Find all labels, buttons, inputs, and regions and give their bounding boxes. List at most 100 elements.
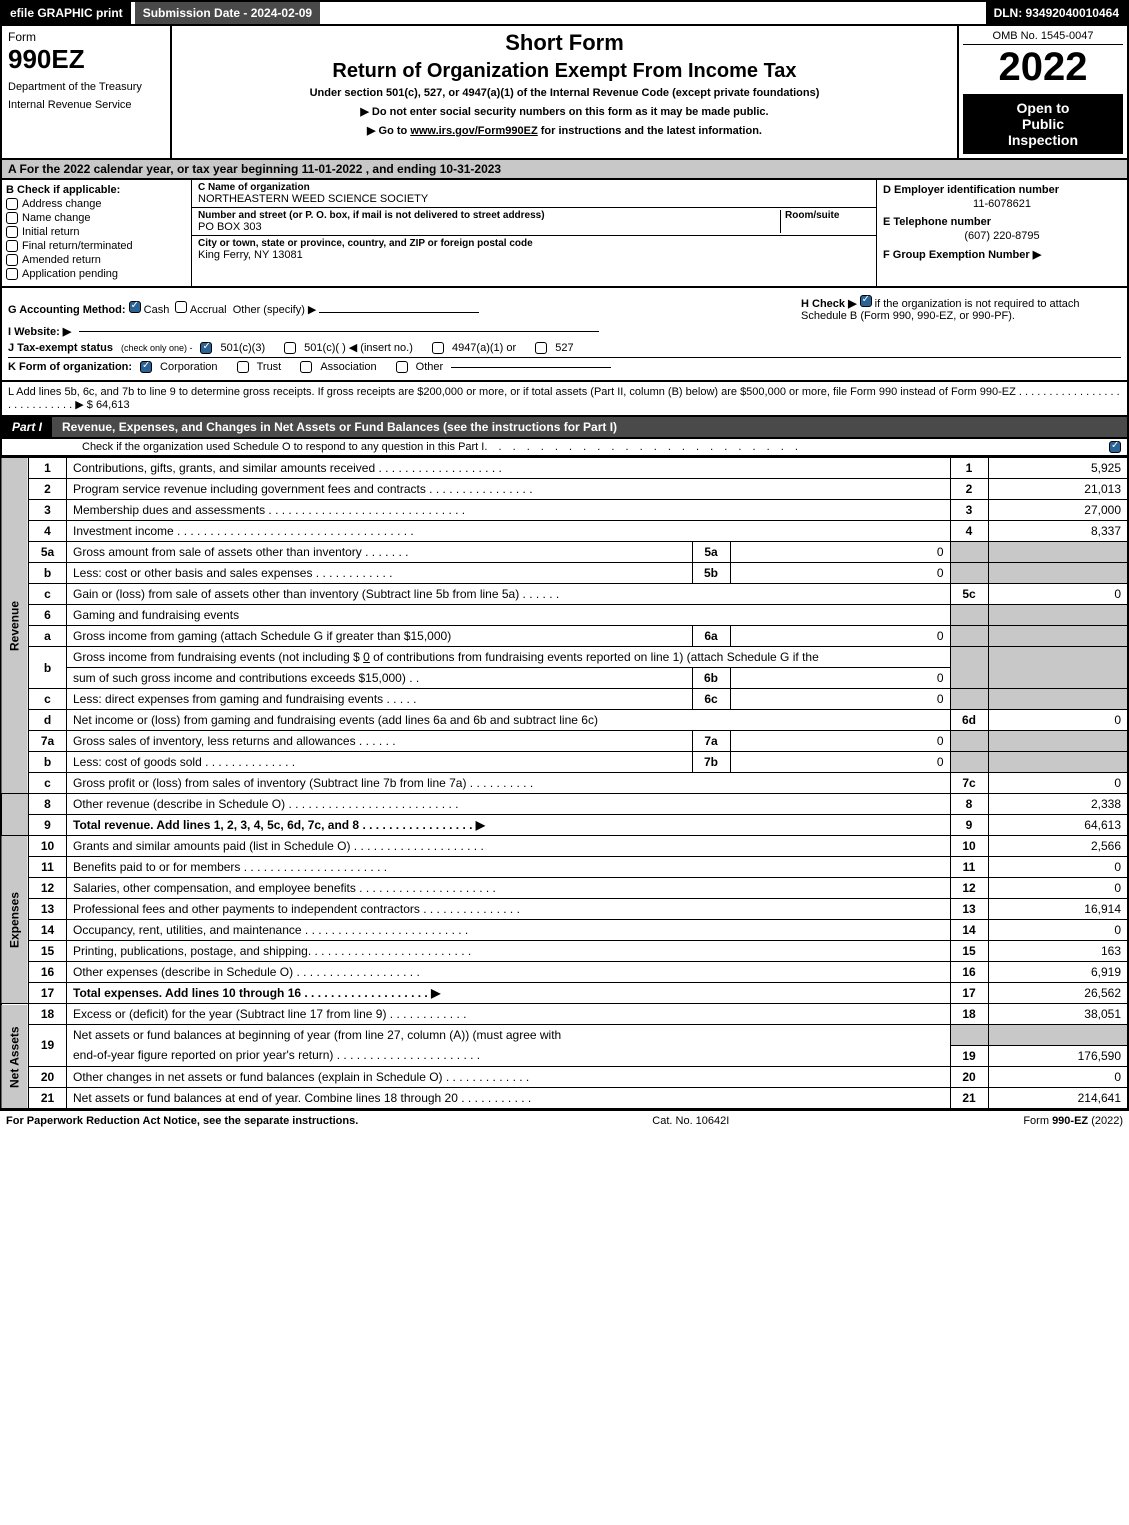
- row-6c: c Less: direct expenses from gaming and …: [1, 689, 1128, 710]
- footer-left: For Paperwork Reduction Act Notice, see …: [6, 1115, 358, 1127]
- goto-line: ▶ Go to www.irs.gov/Form990EZ for instru…: [178, 124, 951, 137]
- row-5b: b Less: cost or other basis and sales ex…: [1, 563, 1128, 584]
- cb-schedule-o-checked[interactable]: [1109, 441, 1121, 453]
- room-label: Room/suite: [785, 210, 870, 221]
- cb-initial-return[interactable]: Initial return: [6, 226, 187, 238]
- row-16: 16Other expenses (describe in Schedule O…: [1, 962, 1128, 983]
- open-line3: Inspection: [967, 132, 1119, 148]
- cb-association[interactable]: [300, 361, 312, 373]
- part1-label: Part I: [2, 417, 52, 437]
- row-1: Revenue 1 Contributions, gifts, grants, …: [1, 458, 1128, 479]
- city-cell: City or town, state or province, country…: [192, 236, 876, 263]
- k-label: K Form of organization:: [8, 361, 132, 373]
- i-website-label: I Website: ▶: [8, 325, 71, 338]
- sub-info-block: G Accounting Method: Cash Accrual Other …: [0, 288, 1129, 382]
- checkbox-icon: [6, 254, 18, 266]
- row-4: 4 Investment income . . . . . . . . . . …: [1, 521, 1128, 542]
- cb-trust[interactable]: [237, 361, 249, 373]
- street-row: Number and street (or P. O. box, if mail…: [192, 208, 876, 236]
- cb-name-change[interactable]: Name change: [6, 212, 187, 224]
- cb-application-pending[interactable]: Application pending: [6, 268, 187, 280]
- row-19b: end-of-year figure reported on prior yea…: [1, 1045, 1128, 1066]
- row-6d: d Net income or (loss) from gaming and f…: [1, 710, 1128, 731]
- form-number: 990EZ: [8, 44, 164, 75]
- row-6a: a Gross income from gaming (attach Sched…: [1, 626, 1128, 647]
- ssn-warning: ▶ Do not enter social security numbers o…: [178, 105, 951, 118]
- revenue-side-label: Revenue: [1, 458, 29, 794]
- cb-accrual[interactable]: [175, 301, 187, 313]
- header-right: OMB No. 1545-0047 2022 Open to Public In…: [957, 26, 1127, 158]
- goto-pre: ▶ Go to: [367, 125, 410, 137]
- row-8: 8 Other revenue (describe in Schedule O)…: [1, 794, 1128, 815]
- row-13: 13Professional fees and other payments t…: [1, 899, 1128, 920]
- irs-link[interactable]: www.irs.gov/Form990EZ: [410, 125, 537, 137]
- row-18: Net Assets 18 Excess or (deficit) for th…: [1, 1004, 1128, 1025]
- ein-value: 11-6078621: [883, 198, 1121, 210]
- cb-h-checked[interactable]: [860, 295, 872, 307]
- row-6: 6 Gaming and fundraising events: [1, 605, 1128, 626]
- cb-corporation-checked[interactable]: [140, 361, 152, 373]
- org-name-cell: C Name of organization NORTHEASTERN WEED…: [192, 180, 876, 208]
- accounting-method: G Accounting Method: Cash Accrual Other …: [8, 301, 479, 316]
- row-17: 17Total expenses. Add lines 10 through 1…: [1, 983, 1128, 1004]
- footer-right: Form 990-EZ (2022): [1023, 1115, 1123, 1127]
- row-14: 14Occupancy, rent, utilities, and mainte…: [1, 920, 1128, 941]
- j-small: (check only one) -: [121, 343, 193, 353]
- tel-label: E Telephone number: [883, 216, 1121, 228]
- row-9: 9 Total revenue. Add lines 1, 2, 3, 4, 5…: [1, 815, 1128, 836]
- dept-treasury: Department of the Treasury: [8, 81, 164, 93]
- dln-number: DLN: 93492040010464: [986, 2, 1127, 24]
- org-name: NORTHEASTERN WEED SCIENCE SOCIETY: [198, 193, 870, 205]
- other-org-line[interactable]: [451, 367, 611, 368]
- other-specify-line[interactable]: [319, 312, 479, 313]
- cb-amended-return[interactable]: Amended return: [6, 254, 187, 266]
- row-2: 2 Program service revenue including gove…: [1, 479, 1128, 500]
- checkbox-icon: [6, 268, 18, 280]
- row-11: 11Benefits paid to or for members . . . …: [1, 857, 1128, 878]
- column-b: B Check if applicable: Address change Na…: [2, 180, 192, 286]
- line-l: L Add lines 5b, 6c, and 7b to line 9 to …: [0, 382, 1129, 417]
- ein-label: D Employer identification number: [883, 184, 1121, 196]
- page-footer: For Paperwork Reduction Act Notice, see …: [0, 1110, 1129, 1131]
- tel-value: (607) 220-8795: [883, 230, 1121, 242]
- line-amount: 5,925: [988, 458, 1128, 479]
- checkbox-icon: [6, 212, 18, 224]
- city-value: King Ferry, NY 13081: [198, 249, 870, 261]
- form-word: Form: [8, 30, 164, 44]
- info-grid: B Check if applicable: Address change Na…: [0, 180, 1129, 288]
- efile-print-label[interactable]: efile GRAPHIC print: [2, 2, 131, 24]
- row-15: 15Printing, publications, postage, and s…: [1, 941, 1128, 962]
- line-rn: 1: [950, 458, 988, 479]
- cb-final-return[interactable]: Final return/terminated: [6, 240, 187, 252]
- form-header: Form 990EZ Department of the Treasury In…: [0, 26, 1129, 160]
- row-7b: b Less: cost of goods sold . . . . . . .…: [1, 752, 1128, 773]
- cb-501c3-checked[interactable]: [200, 342, 212, 354]
- h-label: H Check ▶: [801, 298, 857, 310]
- part1-title: Revenue, Expenses, and Changes in Net As…: [52, 417, 1127, 437]
- cb-4947[interactable]: [432, 342, 444, 354]
- netassets-side-label: Net Assets: [1, 1004, 29, 1109]
- expenses-side-label: Expenses: [1, 836, 29, 1004]
- street-value: PO BOX 303: [198, 221, 780, 233]
- row-12: 12Salaries, other compensation, and empl…: [1, 878, 1128, 899]
- line-desc: Contributions, gifts, grants, and simila…: [67, 458, 951, 479]
- website-line[interactable]: [79, 331, 599, 332]
- row-20: 20Other changes in net assets or fund ba…: [1, 1066, 1128, 1087]
- cb-501c[interactable]: [284, 342, 296, 354]
- line-num: 1: [29, 458, 67, 479]
- short-form-title: Short Form: [178, 30, 951, 56]
- row-7a: 7a Gross sales of inventory, less return…: [1, 731, 1128, 752]
- open-line2: Public: [967, 116, 1119, 132]
- cb-cash-checked[interactable]: [129, 301, 141, 313]
- cb-other-org[interactable]: [396, 361, 408, 373]
- open-inspection-box: Open to Public Inspection: [963, 94, 1123, 154]
- column-c: C Name of organization NORTHEASTERN WEED…: [192, 180, 877, 286]
- row-21: 21Net assets or fund balances at end of …: [1, 1087, 1128, 1109]
- row-5a: 5a Gross amount from sale of assets othe…: [1, 542, 1128, 563]
- j-label: J Tax-exempt status: [8, 342, 113, 354]
- cb-address-change[interactable]: Address change: [6, 198, 187, 210]
- open-line1: Open to: [967, 100, 1119, 116]
- submission-date: Submission Date - 2024-02-09: [135, 2, 320, 24]
- cb-527[interactable]: [535, 342, 547, 354]
- checkbox-icon: [6, 198, 18, 210]
